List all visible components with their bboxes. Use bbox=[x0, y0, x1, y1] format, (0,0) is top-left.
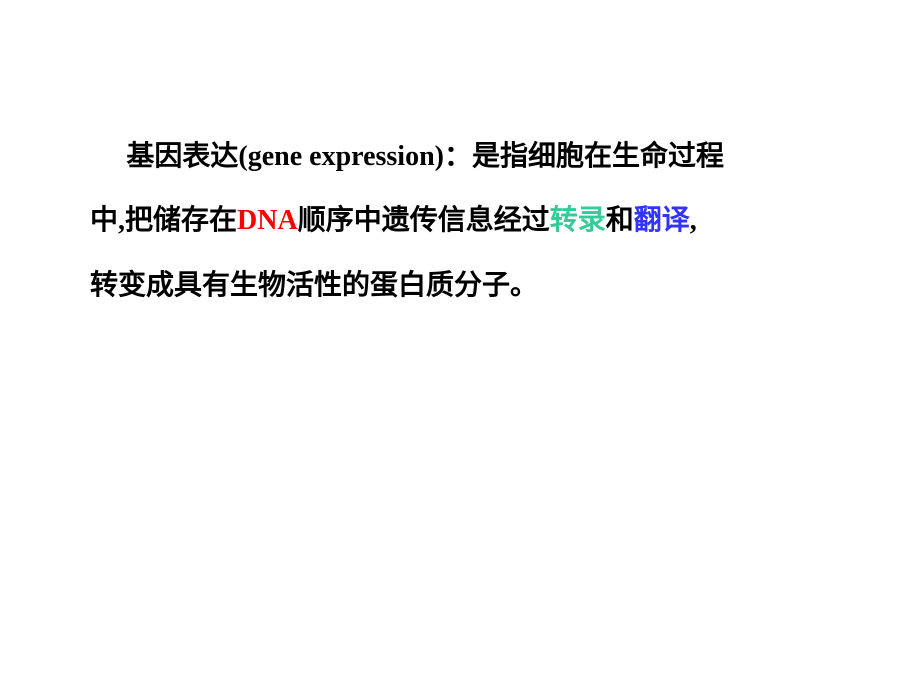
text-segment: 转变成具有生物活性的蛋白质分子。 bbox=[90, 270, 538, 301]
paragraph-line-1: 基因表达(gene expression)：是指细胞在生命过程 bbox=[90, 125, 845, 189]
text-transcription-highlight: 转录 bbox=[550, 205, 606, 236]
text-translation-highlight: 翻译 bbox=[634, 205, 690, 236]
paragraph-line-3: 转变成具有生物活性的蛋白质分子。 bbox=[90, 254, 845, 318]
text-segment: 基因表达(gene expression)：是指细胞在生命过程 bbox=[126, 141, 724, 172]
text-segment: 顺序中遗传信息经过 bbox=[298, 205, 550, 236]
text-segment: , bbox=[690, 205, 697, 236]
text-dna-highlight: DNA bbox=[237, 205, 298, 236]
paragraph-line-2: 中,把储存在DNA顺序中遗传信息经过转录和翻译, bbox=[90, 189, 845, 253]
text-segment: 中,把储存在 bbox=[90, 205, 237, 236]
text-segment: 和 bbox=[606, 205, 634, 236]
slide-content: 基因表达(gene expression)：是指细胞在生命过程 中,把储存在DN… bbox=[90, 125, 845, 318]
